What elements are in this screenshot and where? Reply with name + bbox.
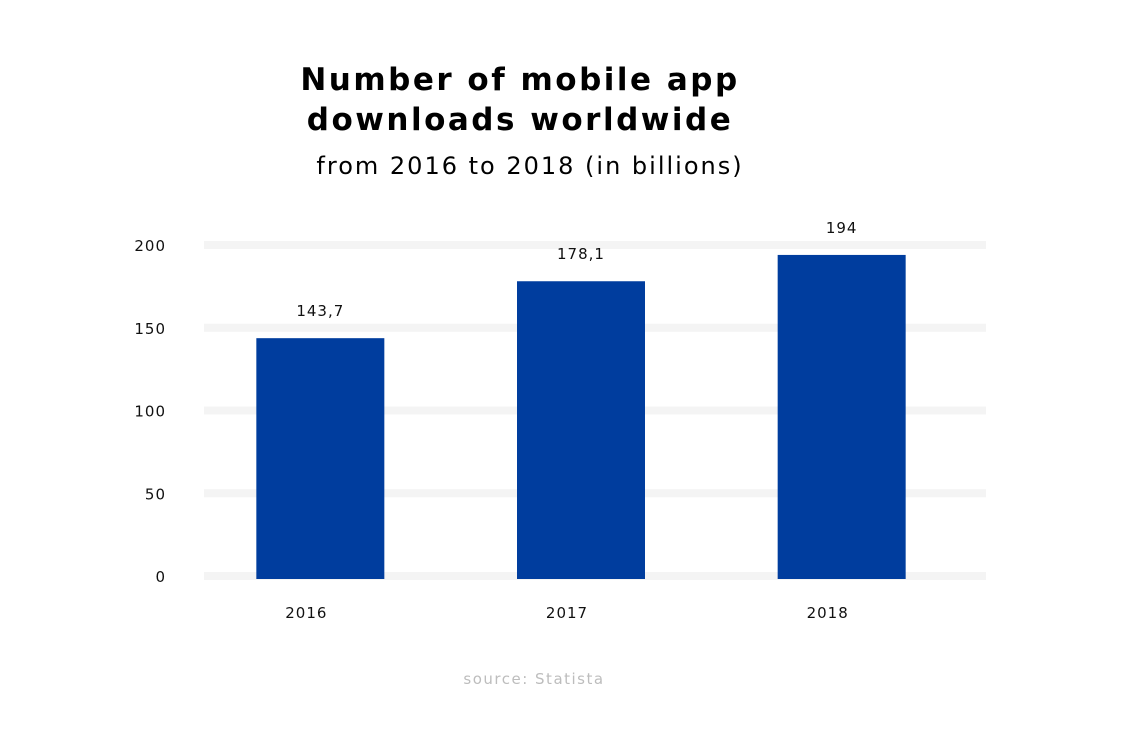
x-tick-label: 2017 bbox=[546, 604, 588, 622]
x-tick-label: 2018 bbox=[807, 604, 849, 622]
y-tick-label: 200 bbox=[134, 237, 166, 255]
y-tick-label: 100 bbox=[134, 403, 166, 421]
chart-title: Number of mobile app downloads worldwide bbox=[0, 60, 1040, 140]
chart-title-line-2: downloads worldwide bbox=[306, 102, 734, 138]
y-tick-label: 150 bbox=[134, 320, 166, 338]
data-label: 194 bbox=[826, 219, 858, 237]
bar-2018 bbox=[777, 254, 906, 579]
x-tick-label: 2016 bbox=[285, 604, 327, 622]
data-label: 178,1 bbox=[557, 245, 605, 263]
source-note: source: Statista bbox=[463, 670, 605, 688]
chart-title-line-1: Number of mobile app bbox=[300, 62, 740, 98]
y-tick-label: 50 bbox=[145, 485, 166, 503]
chart-subtitle: from 2016 to 2018 (in billions) bbox=[316, 152, 744, 180]
y-tick-label: 0 bbox=[155, 568, 166, 586]
bar-2017 bbox=[517, 281, 645, 579]
gridline bbox=[204, 241, 986, 249]
bar-2016 bbox=[256, 338, 385, 579]
data-label: 143,7 bbox=[296, 302, 344, 320]
